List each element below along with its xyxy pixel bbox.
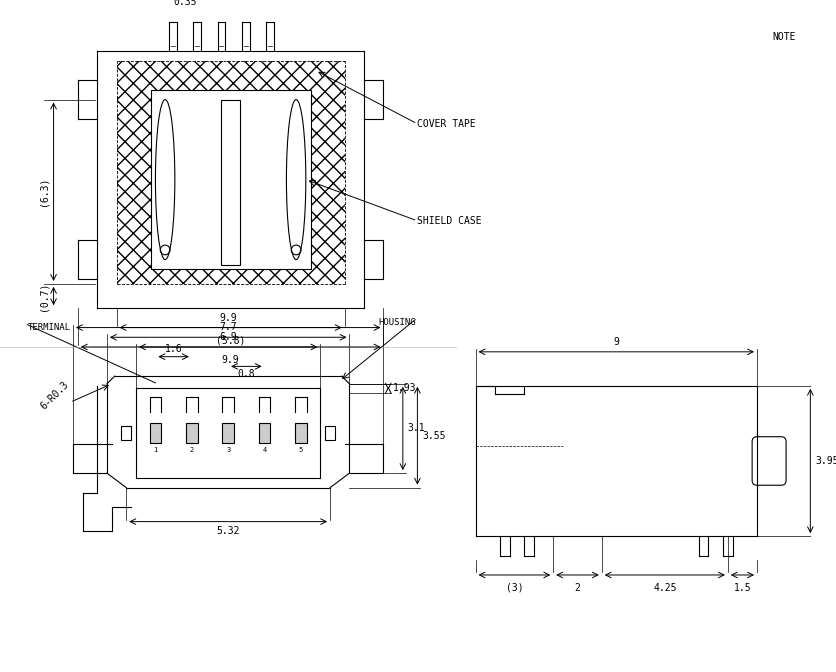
Text: 4.25: 4.25 [653, 583, 676, 593]
Bar [121, 425, 131, 440]
Text: 1: 1 [153, 448, 157, 454]
Text: 9.9: 9.9 [219, 312, 237, 323]
FancyBboxPatch shape [752, 437, 786, 485]
Text: 2: 2 [574, 583, 580, 593]
Text: 0.8: 0.8 [237, 370, 255, 379]
Text: 1.6: 1.6 [165, 344, 182, 353]
Text: HOUSING: HOUSING [379, 319, 416, 327]
Text: 3.95: 3.95 [815, 456, 836, 466]
Bar [117, 60, 344, 284]
Text: 5: 5 [298, 448, 303, 454]
Text: COVER TAPE: COVER TAPE [417, 119, 477, 129]
Text: NOTE: NOTE [772, 32, 796, 42]
Bar [150, 90, 311, 269]
Text: 5.32: 5.32 [217, 526, 240, 536]
Text: (5.8): (5.8) [216, 335, 245, 345]
Text: (0.7): (0.7) [38, 282, 48, 310]
Text: (6.3): (6.3) [38, 177, 48, 206]
Text: TERMINAL: TERMINAL [28, 323, 70, 332]
Text: 7.7: 7.7 [219, 323, 237, 333]
Bar [259, 423, 270, 443]
Text: SHIELD CASE: SHIELD CASE [417, 216, 482, 226]
Text: 6.9: 6.9 [219, 332, 237, 342]
Text: 4: 4 [263, 448, 267, 454]
Text: 6-R0.3: 6-R0.3 [39, 380, 71, 411]
Text: (3): (3) [506, 583, 523, 593]
Text: 3: 3 [226, 448, 231, 454]
Bar [221, 99, 240, 265]
Text: 3.55: 3.55 [422, 431, 446, 441]
Text: 2: 2 [190, 448, 194, 454]
Bar [325, 425, 335, 440]
Text: 9.9: 9.9 [222, 355, 239, 365]
Text: 0.35: 0.35 [173, 0, 196, 7]
Text: 1.93: 1.93 [393, 383, 416, 393]
Bar [186, 423, 197, 443]
Text: 3.1: 3.1 [408, 423, 426, 433]
Text: 1.5: 1.5 [734, 583, 752, 593]
Bar [222, 423, 234, 443]
Bar [150, 423, 161, 443]
Text: 9: 9 [614, 337, 619, 347]
Bar [295, 423, 307, 443]
